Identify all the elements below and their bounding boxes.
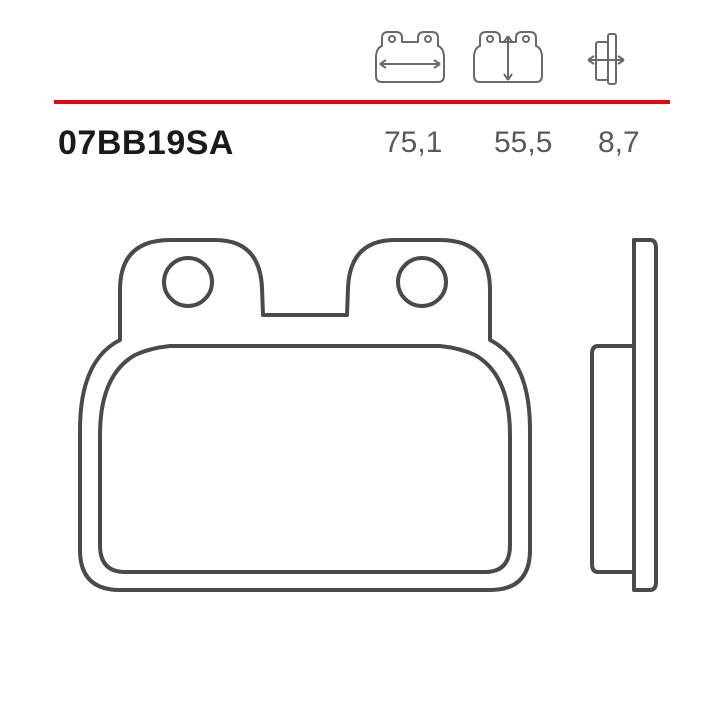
height-icon bbox=[468, 28, 548, 92]
part-number: 07BB19SA bbox=[58, 124, 234, 163]
brake-pad-front-view bbox=[70, 220, 540, 610]
brake-pad-side-view bbox=[590, 220, 660, 610]
thickness-icon bbox=[566, 28, 646, 92]
dimension-icons bbox=[370, 28, 646, 92]
spec-sheet: 07BB19SA 75,1 55,5 8,7 bbox=[0, 0, 724, 724]
width-icon bbox=[370, 28, 450, 92]
dimension-width: 75,1 bbox=[384, 126, 442, 160]
dimension-thickness: 8,7 bbox=[598, 126, 640, 160]
dimension-height: 55,5 bbox=[494, 126, 552, 160]
separator-line bbox=[54, 100, 670, 104]
